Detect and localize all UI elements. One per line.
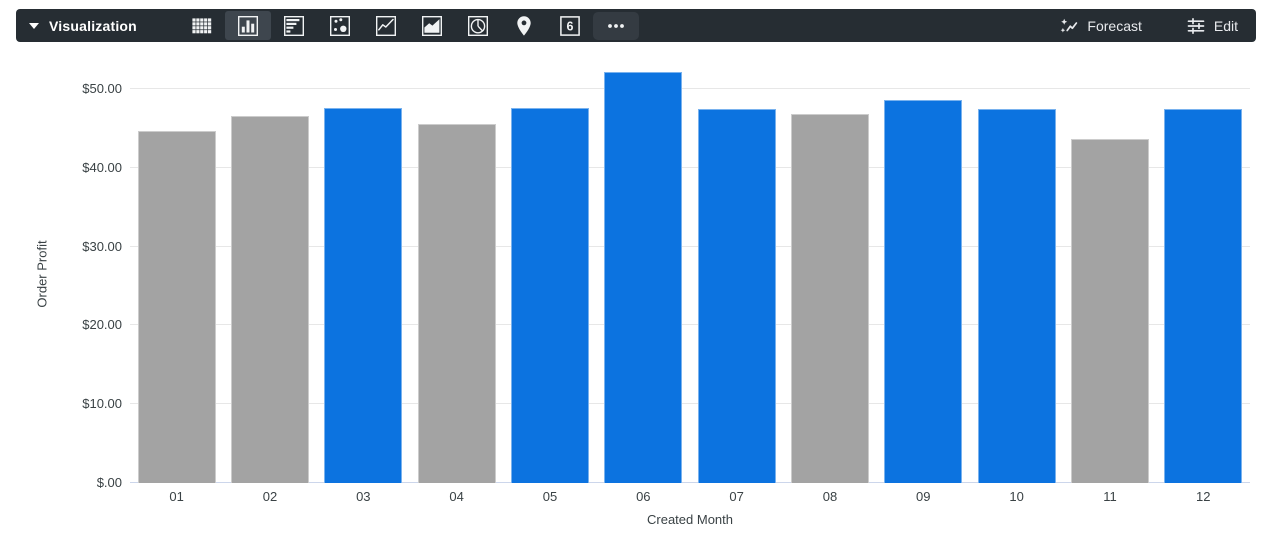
ellipsis-icon [608,23,624,28]
bar-slot [877,99,970,483]
x-axis-labels: 01 02 03 04 05 06 07 08 09 10 11 12 [130,489,1250,504]
map-pin-icon [517,15,531,36]
pie-chart-icon [467,15,488,36]
bar-slot [317,107,410,483]
bar-month-01[interactable] [137,131,216,483]
tune-sliders-icon [1187,17,1205,34]
y-tick-label: $40.00 [82,159,122,175]
bar-slot [597,72,690,483]
chevron-down-icon [29,22,39,29]
chart-type-column[interactable] [224,11,271,40]
bar-slot [1157,109,1250,483]
chart-type-area[interactable] [409,11,455,40]
line-chart-icon [375,15,396,36]
x-tick-label: 08 [822,489,838,504]
bars-container [130,62,1250,483]
y-tick-label: $10.00 [82,396,122,412]
toolbar-title: Visualization [49,17,137,34]
bar-month-10[interactable] [977,109,1056,483]
single-value-digit: 6 [566,19,573,33]
chart-type-scatter[interactable] [317,11,363,40]
bar-month-05[interactable] [510,107,589,483]
y-tick-label: $.00 [96,475,122,490]
bar-month-11[interactable] [1070,138,1149,483]
bar-slot [410,123,503,483]
bar-slot [223,116,316,483]
bar-month-02[interactable] [230,116,309,483]
y-axis-labels: $.00 $10.00 $20.00 $30.00 $40.00 $50.00 [0,62,122,490]
bar-month-07[interactable] [697,109,776,483]
bar-month-09[interactable] [884,99,963,483]
table-icon [192,17,212,33]
x-tick-label: 10 [1009,489,1024,504]
forecast-button[interactable]: Forecast [1059,16,1142,36]
plot-area [130,62,1250,483]
x-tick-label: 04 [449,489,464,504]
x-tick-label: 03 [356,489,371,504]
chart-type-more[interactable] [592,11,639,40]
scatter-plot-icon [329,15,350,36]
x-tick-label: 05 [542,489,558,504]
bar-month-03[interactable] [324,107,403,483]
x-tick-label: 07 [729,489,744,504]
x-tick-label: 12 [1196,489,1211,504]
x-axis-line [130,482,1250,483]
forecast-sparkle-icon [1061,18,1078,32]
bar-slot [690,109,783,483]
single-value-icon: 6 [560,15,580,36]
bar-slot [783,114,876,483]
chart-type-switcher: 6 [179,11,639,40]
chart-type-line[interactable] [363,11,409,40]
chart-type-pie[interactable] [455,11,501,40]
forecast-label: Forecast [1087,17,1142,34]
gridline [130,166,1250,168]
gridline [130,403,1250,405]
chart-type-single-value[interactable]: 6 [547,11,593,40]
y-tick-label: $50.00 [82,80,122,96]
visualization-collapse-toggle[interactable]: Visualization [29,18,137,34]
gridline [130,245,1250,247]
chart-type-bar[interactable] [271,11,317,40]
bar-month-08[interactable] [790,114,869,483]
bar-month-06[interactable] [604,72,683,483]
x-tick-label: 09 [916,489,931,504]
bar-month-04[interactable] [417,123,496,483]
chart-type-map[interactable] [501,11,547,40]
y-tick-label: $20.00 [82,317,122,333]
bar-month-12[interactable] [1164,109,1243,483]
edit-label: Edit [1213,17,1238,34]
bar-slot [130,131,223,483]
toolbar-actions: Forecast Edit [1059,16,1238,36]
visualization-toolbar: Visualization [16,9,1256,42]
gridline [130,324,1250,326]
y-tick-label: $30.00 [82,238,122,254]
x-tick-label: 01 [169,489,184,504]
column-chart-icon [237,15,258,36]
bar-slot [1063,138,1156,483]
area-chart-icon [421,15,442,36]
x-tick-label: 11 [1103,489,1117,504]
bar-slot [970,109,1063,483]
bar-chart-icon [283,15,304,36]
gridline [130,87,1250,89]
x-tick-label: 02 [262,489,278,504]
x-tick-label: 06 [636,489,651,504]
x-axis-title: Created Month [647,512,733,527]
edit-button[interactable]: Edit [1186,16,1238,36]
bar-slot [503,107,596,483]
chart-type-table[interactable] [179,11,225,40]
